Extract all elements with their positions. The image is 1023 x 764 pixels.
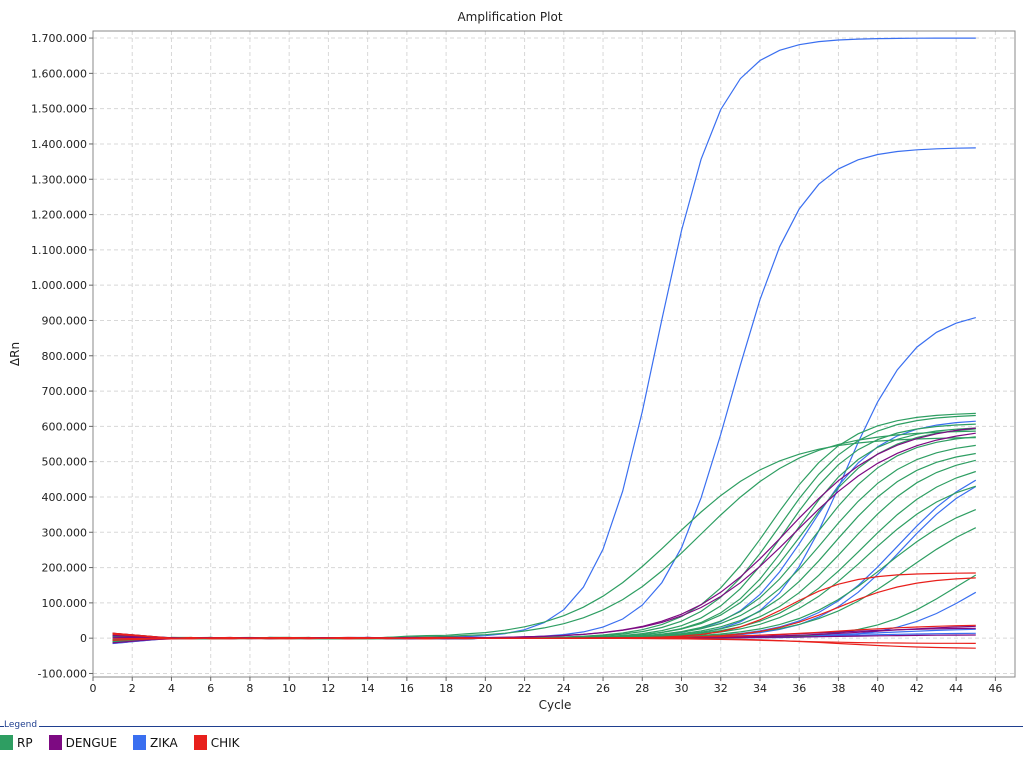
y-tick-label: 500.000 xyxy=(42,456,88,469)
curve-rp xyxy=(112,427,976,642)
y-tick-label: 1.500.000 xyxy=(31,103,87,116)
x-tick-label: 0 xyxy=(90,682,97,695)
x-tick-label: 44 xyxy=(949,682,963,695)
x-tick-label: 26 xyxy=(596,682,610,695)
y-axis-label: ΔRn xyxy=(8,342,22,366)
y-tick-label: 900.000 xyxy=(42,314,88,327)
legend-title: Legend xyxy=(4,720,40,730)
x-axis: 0 2 4 6 8 10 12 14 16 18 20 22 24 26 28 30 32 34 36 38 40 42 4… xyxy=(90,677,1002,695)
x-tick-label: 30 xyxy=(675,682,689,695)
y-tick-label: 0 xyxy=(80,632,87,645)
gridlines xyxy=(92,31,1015,677)
legend-item-rp: RP xyxy=(0,735,33,750)
curve-zika xyxy=(112,147,976,644)
curve-rp xyxy=(112,414,976,640)
x-tick-label: 22 xyxy=(518,682,532,695)
curve-zika xyxy=(112,37,976,645)
x-tick-label: 4 xyxy=(168,682,175,695)
legend-label: DENGUE xyxy=(65,735,118,750)
x-tick-label: 24 xyxy=(557,682,571,695)
legend-divider xyxy=(0,726,1023,727)
y-tick-label: 400.000 xyxy=(42,491,88,504)
x-tick-label: 32 xyxy=(714,682,728,695)
x-tick-label: 42 xyxy=(910,682,924,695)
legend-item-dengue: DENGUE xyxy=(48,735,118,750)
y-tick-label: 1.400.000 xyxy=(31,138,87,151)
y-tick-label: -100.000 xyxy=(38,667,87,680)
x-tick-label: 12 xyxy=(321,682,335,695)
legend-swatch xyxy=(0,735,13,750)
y-tick-label: 300.000 xyxy=(42,526,88,539)
y-tick-label: 600.000 xyxy=(42,420,88,433)
curve-rp xyxy=(112,437,976,640)
y-tick-label: 200.000 xyxy=(42,562,88,575)
plot-area xyxy=(92,30,1016,678)
legend-label: RP xyxy=(17,735,33,750)
x-tick-label: 14 xyxy=(361,682,375,695)
x-tick-label: 10 xyxy=(282,682,296,695)
x-tick-label: 34 xyxy=(753,682,767,695)
y-tick-label: 100.000 xyxy=(42,597,88,610)
y-tick-label: 800.000 xyxy=(42,350,88,363)
y-tick-label: 1.700.000 xyxy=(31,32,87,45)
y-axis: -100.000 0 100.000 200.000 300.000 400.000 500… xyxy=(31,32,93,680)
x-tick-label: 16 xyxy=(400,682,414,695)
x-tick-label: 6 xyxy=(207,682,214,695)
x-tick-label: 46 xyxy=(988,682,1002,695)
curve-chik xyxy=(112,572,976,640)
y-tick-label: 700.000 xyxy=(42,385,88,398)
curve-chik xyxy=(112,636,976,644)
y-tick-label: 1.300.000 xyxy=(31,173,87,186)
curves xyxy=(112,37,977,649)
y-tick-label: 1.000.000 xyxy=(31,279,87,292)
x-tick-label: 36 xyxy=(792,682,806,695)
curve-rp xyxy=(112,527,977,642)
curve-rp xyxy=(112,436,976,640)
curve-dengue xyxy=(112,427,976,644)
legend: Legend RP DENGUE ZIKA CHIK xyxy=(0,720,1023,764)
x-tick-label: 2 xyxy=(129,682,136,695)
legend-label: CHIK xyxy=(210,735,240,750)
x-tick-label: 38 xyxy=(831,682,845,695)
chart-title: Amplification Plot xyxy=(457,10,562,24)
x-tick-label: 28 xyxy=(635,682,649,695)
x-tick-label: 20 xyxy=(478,682,492,695)
x-tick-label: 40 xyxy=(871,682,885,695)
y-tick-label: 1.600.000 xyxy=(31,67,87,80)
curve-rp xyxy=(112,412,976,641)
y-tick-label: 1.200.000 xyxy=(31,209,87,222)
legend-item-chik: CHIK xyxy=(193,735,240,750)
legend-swatch xyxy=(193,735,207,750)
y-tick-label: 1.100.000 xyxy=(31,244,87,257)
curve-zika xyxy=(112,479,977,640)
legend-swatch xyxy=(133,735,147,750)
legend-swatch xyxy=(48,735,62,750)
legend-label: ZIKA xyxy=(150,735,178,750)
x-tick-label: 8 xyxy=(246,682,253,695)
amplification-plot: Amplification Plot -100.0000100.000200.0… xyxy=(8,10,1016,712)
curve-dengue xyxy=(112,432,976,640)
curve-rp xyxy=(112,459,976,642)
x-tick-label: 18 xyxy=(439,682,453,695)
legend-item-zika: ZIKA xyxy=(133,735,178,750)
x-axis-label: Cycle xyxy=(539,698,572,712)
legend-items: RP DENGUE ZIKA CHIK xyxy=(0,735,256,750)
